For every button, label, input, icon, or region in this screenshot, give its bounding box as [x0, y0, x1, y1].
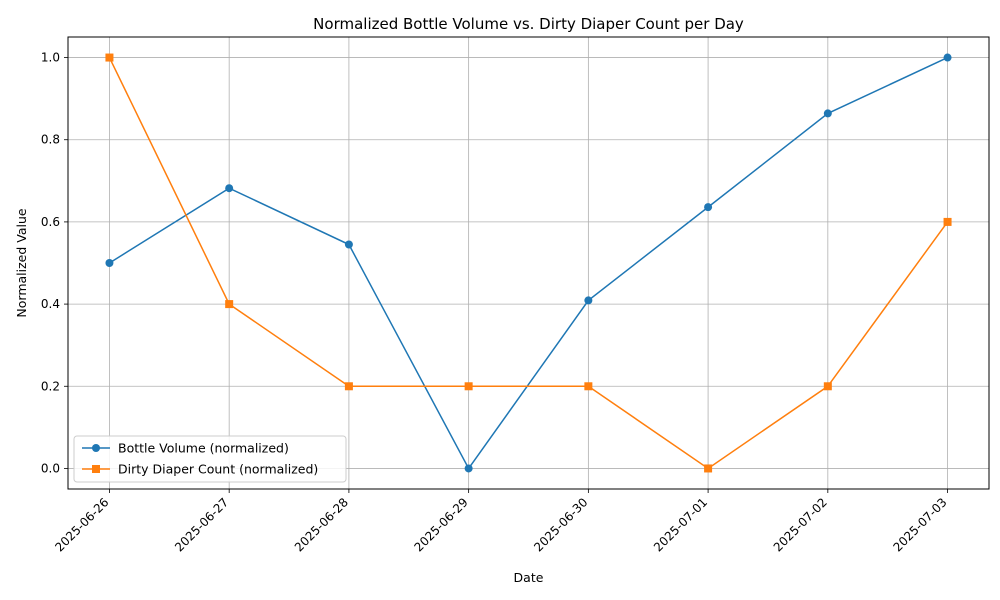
data-point-dirty-diaper-count-normalized	[704, 464, 713, 473]
legend: Bottle Volume (normalized) Dirty Diaper C…	[73, 435, 347, 483]
data-point-bottle-volume-normalized	[584, 296, 593, 305]
x-axis-label: Date	[514, 570, 544, 585]
legend-label: Bottle Volume (normalized)	[118, 441, 289, 456]
data-point-dirty-diaper-count-normalized	[584, 382, 593, 391]
series-line-bottle-volume-normalized	[109, 56, 948, 470]
grid	[68, 37, 989, 489]
data-point-dirty-diaper-count-normalized	[344, 382, 353, 391]
data-point-bottle-volume-normalized	[225, 184, 234, 193]
data-point-dirty-diaper-count-normalized	[225, 300, 234, 309]
y-axis-label: Normalized Value	[14, 208, 29, 317]
data-point-bottle-volume-normalized	[344, 240, 353, 249]
legend-label: Dirty Diaper Count (normalized)	[118, 462, 318, 477]
plot-frame	[67, 36, 990, 490]
series-layer	[105, 53, 952, 473]
y-axis: 0.0 0.2 0.4 0.6 0.8 1.0	[41, 51, 68, 475]
data-point-dirty-diaper-count-normalized	[943, 217, 952, 226]
y-tick-label: 0.0	[41, 461, 60, 475]
data-point-bottle-volume-normalized	[464, 464, 473, 473]
legend-box	[73, 435, 347, 483]
series-line-dirty-diaper-count-normalized	[108, 57, 949, 470]
y-tick-label: 1.0	[41, 51, 60, 65]
data-point-bottle-volume-normalized	[943, 53, 952, 62]
y-tick-label: 0.8	[41, 133, 60, 147]
data-point-bottle-volume-normalized	[105, 259, 114, 267]
y-tick-label: 0.6	[41, 215, 60, 229]
data-point-bottle-volume-normalized	[823, 109, 832, 118]
data-point-dirty-diaper-count-normalized	[823, 382, 832, 391]
chart-title: Normalized Bottle Volume vs. Dirty Diape…	[313, 15, 744, 33]
data-point-dirty-diaper-count-normalized	[105, 53, 114, 62]
y-tick-label: 0.4	[41, 297, 60, 311]
y-tick-label: 0.2	[41, 379, 60, 393]
data-point-dirty-diaper-count-normalized	[464, 382, 473, 391]
legend-marker	[92, 465, 100, 473]
data-point-bottle-volume-normalized	[704, 203, 713, 212]
legend-marker	[92, 444, 100, 452]
